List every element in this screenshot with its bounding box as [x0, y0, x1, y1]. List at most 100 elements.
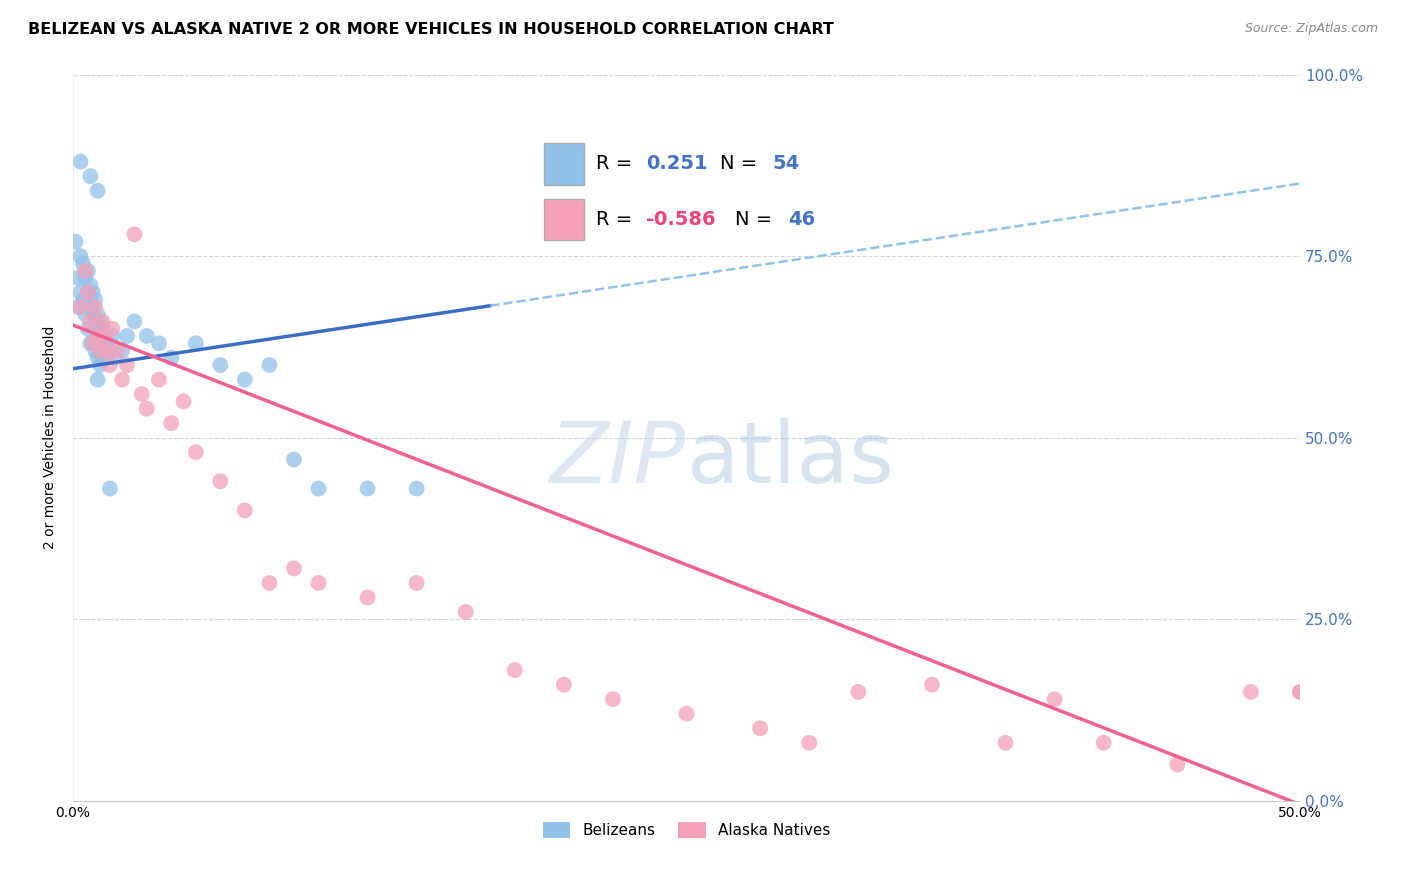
Point	[75, 307, 97, 321]
Point	[79, 169, 101, 184]
Point	[148, 336, 170, 351]
Point	[994, 736, 1017, 750]
Point	[86, 307, 108, 321]
Point	[405, 576, 427, 591]
Point	[184, 336, 207, 351]
Text: atlas: atlas	[686, 418, 894, 501]
Point	[135, 329, 157, 343]
Point	[82, 285, 104, 300]
Point	[98, 343, 121, 358]
Point	[79, 314, 101, 328]
Y-axis label: 2 or more Vehicles in Household: 2 or more Vehicles in Household	[44, 326, 58, 549]
FancyBboxPatch shape	[544, 143, 583, 185]
Point	[75, 263, 97, 277]
Point	[209, 475, 232, 489]
Point	[86, 329, 108, 343]
Point	[173, 394, 195, 409]
Point	[148, 373, 170, 387]
Point	[86, 351, 108, 365]
Point	[846, 685, 869, 699]
Text: N =: N =	[735, 211, 779, 229]
Point	[89, 358, 111, 372]
Point	[86, 184, 108, 198]
Point	[308, 576, 330, 591]
Point	[72, 256, 94, 270]
Point	[76, 263, 98, 277]
Point	[101, 329, 124, 343]
Point	[69, 300, 91, 314]
Point	[233, 373, 256, 387]
Point	[184, 445, 207, 459]
Point	[124, 227, 146, 242]
Point	[405, 482, 427, 496]
Point	[96, 343, 118, 358]
Point	[308, 482, 330, 496]
Point	[76, 285, 98, 300]
Point	[98, 482, 121, 496]
Point	[160, 416, 183, 430]
Point	[1240, 685, 1263, 699]
Point	[749, 721, 772, 735]
Point	[84, 314, 107, 328]
Point	[259, 358, 281, 372]
Point	[105, 343, 128, 358]
Point	[65, 235, 87, 249]
Point	[66, 300, 89, 314]
Point	[72, 293, 94, 307]
Point	[799, 736, 821, 750]
Point	[89, 343, 111, 358]
Point	[111, 373, 134, 387]
Point	[82, 336, 104, 351]
Point	[94, 329, 117, 343]
Point	[84, 293, 107, 307]
Text: -0.586: -0.586	[645, 211, 716, 229]
Legend: Belizeans, Alaska Natives: Belizeans, Alaska Natives	[537, 816, 837, 844]
Point	[84, 343, 107, 358]
Text: R =: R =	[596, 211, 638, 229]
Point	[79, 278, 101, 293]
Point	[1289, 685, 1312, 699]
Point	[79, 300, 101, 314]
Point	[91, 343, 114, 358]
Point	[135, 401, 157, 416]
Point	[1043, 692, 1066, 706]
Text: 54: 54	[772, 154, 800, 173]
Point	[96, 336, 118, 351]
Text: R =: R =	[596, 154, 638, 173]
Point	[69, 249, 91, 263]
Point	[82, 307, 104, 321]
Point	[356, 482, 378, 496]
Point	[76, 285, 98, 300]
Point	[283, 561, 305, 575]
Point	[89, 336, 111, 351]
Text: ZIP: ZIP	[550, 418, 686, 501]
Point	[131, 387, 153, 401]
Point	[86, 373, 108, 387]
FancyBboxPatch shape	[544, 199, 583, 241]
Point	[98, 358, 121, 372]
Point	[76, 322, 98, 336]
Text: N =: N =	[720, 154, 763, 173]
Text: Source: ZipAtlas.com: Source: ZipAtlas.com	[1244, 22, 1378, 36]
Text: 0.251: 0.251	[645, 154, 707, 173]
Point	[233, 503, 256, 517]
Point	[115, 329, 138, 343]
Point	[209, 358, 232, 372]
Point	[82, 336, 104, 351]
Point	[94, 351, 117, 365]
Point	[69, 285, 91, 300]
Point	[75, 271, 97, 285]
Text: BELIZEAN VS ALASKA NATIVE 2 OR MORE VEHICLES IN HOUSEHOLD CORRELATION CHART: BELIZEAN VS ALASKA NATIVE 2 OR MORE VEHI…	[28, 22, 834, 37]
Point	[1092, 736, 1115, 750]
Point	[91, 322, 114, 336]
Point	[454, 605, 477, 619]
Point	[259, 576, 281, 591]
Point	[115, 358, 138, 372]
Text: 46: 46	[787, 211, 815, 229]
Point	[602, 692, 624, 706]
Point	[86, 329, 108, 343]
Point	[160, 351, 183, 365]
Point	[124, 314, 146, 328]
Point	[89, 314, 111, 328]
Point	[1166, 757, 1188, 772]
